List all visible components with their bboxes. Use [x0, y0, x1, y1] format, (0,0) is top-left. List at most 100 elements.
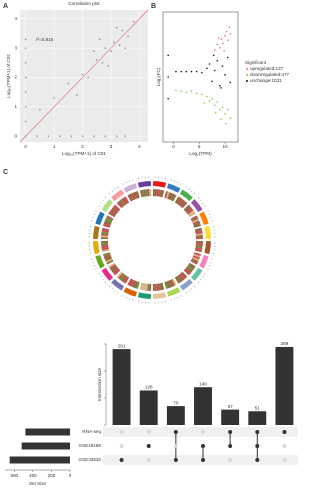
data-point: [70, 135, 72, 137]
data-point: [229, 117, 232, 119]
data-point: [24, 76, 27, 79]
data-point: [185, 91, 188, 93]
heatmap-cell: [159, 283, 163, 291]
heatmap-cell: [195, 231, 203, 235]
outer-tick: [111, 288, 113, 290]
x-tick-label: 10: [223, 144, 229, 149]
outer-tick: [202, 276, 204, 278]
heatmap-cell: [103, 253, 111, 258]
outer-tick: [193, 286, 195, 288]
legend-title: Significant: [245, 60, 267, 65]
matrix-dot: [282, 444, 287, 448]
heatmap-cell: [192, 220, 200, 225]
outer-tick: [132, 299, 134, 301]
outer-tick: [122, 295, 124, 297]
outer-tick: [198, 281, 200, 283]
data-point: [24, 38, 27, 41]
heatmap-cell: [183, 269, 191, 276]
matrix-dot: [228, 444, 233, 448]
heatmap-cell: [110, 208, 118, 215]
data-point: [167, 97, 169, 100]
heatmap-cell: [147, 283, 150, 291]
heatmap-cell: [195, 244, 203, 247]
outer-tick: [89, 229, 91, 231]
data-point: [219, 46, 221, 49]
data-point: [87, 76, 90, 79]
heatmap-cell: [109, 264, 117, 270]
heatmap-cell: [112, 268, 120, 274]
heatmap-cell: [145, 283, 148, 291]
data-point: [124, 135, 127, 137]
data-point: [221, 106, 224, 109]
outer-tick: [144, 176, 147, 178]
heatmap-cell: [191, 217, 199, 222]
value-label: 140: [199, 381, 207, 386]
data-point: [118, 44, 121, 46]
chart-title: Correlation plot: [68, 1, 100, 6]
outer-tick: [170, 299, 172, 301]
outer-tick: [214, 245, 216, 248]
chromosome-band: [101, 267, 114, 281]
data-point: [180, 90, 182, 92]
heatmap-cell: [103, 222, 111, 227]
data-point: [167, 54, 169, 57]
chromosome-band: [153, 292, 167, 299]
heatmap-cell: [132, 280, 137, 288]
outer-tick: [214, 242, 216, 244]
data-point: [225, 122, 227, 125]
heatmap-cell: [167, 192, 172, 200]
data-point: [98, 38, 101, 41]
x-tick-label: 0: [24, 144, 27, 149]
matrix-dot: [282, 458, 287, 462]
heatmap-cell: [108, 212, 116, 218]
heatmap-cell: [193, 252, 201, 256]
data-point: [24, 135, 27, 137]
chromosome-band: [93, 225, 100, 239]
outer-tick: [98, 205, 100, 207]
chromosome-band: [111, 189, 125, 202]
bar: [221, 409, 240, 425]
heatmap-cell: [177, 274, 184, 282]
data-point: [220, 87, 222, 89]
heatmap-cell: [116, 201, 123, 209]
outer-tick: [109, 192, 111, 194]
data-point: [226, 108, 229, 111]
heatmap-cell: [192, 255, 200, 260]
data-point: [195, 92, 198, 95]
outer-tick: [114, 188, 116, 190]
outer-tick: [88, 232, 90, 235]
heatmap-cell: [118, 272, 124, 280]
data-point: [224, 113, 226, 115]
heatmap-cell: [101, 244, 109, 247]
reference-line: [19, 9, 149, 143]
heatmap-cell: [184, 206, 192, 212]
heatmap-cell: [174, 196, 180, 204]
heatmap-cell: [102, 227, 110, 232]
matrix-dot: [173, 430, 178, 434]
heatmap-cell: [156, 283, 159, 291]
heatmap-cell: [160, 190, 165, 198]
outer-tick: [102, 279, 104, 281]
legend-label: unchange:1031: [250, 78, 282, 83]
outer-tick: [104, 197, 106, 199]
outer-tick: [132, 179, 134, 181]
y-tick-label: 0: [14, 133, 17, 138]
outer-tick: [204, 205, 206, 207]
heatmap-cell: [111, 266, 119, 273]
y-tick-label: 4: [14, 16, 17, 21]
y-tick-label: 1: [14, 104, 17, 109]
heatmap-cell: [106, 215, 114, 221]
outer-tick: [210, 261, 212, 264]
outer-tick: [193, 192, 195, 194]
outer-tick: [204, 273, 206, 275]
outer-tick: [89, 249, 91, 251]
heatmap-cell: [118, 200, 124, 208]
data-point: [124, 47, 127, 49]
data-point: [39, 108, 41, 111]
x-tick-label: 400: [29, 473, 37, 478]
data-point: [216, 59, 219, 62]
heatmap-cell: [152, 283, 155, 291]
outer-tick: [207, 268, 209, 270]
outer-tick: [111, 190, 113, 192]
matrix-dot: [255, 430, 260, 434]
